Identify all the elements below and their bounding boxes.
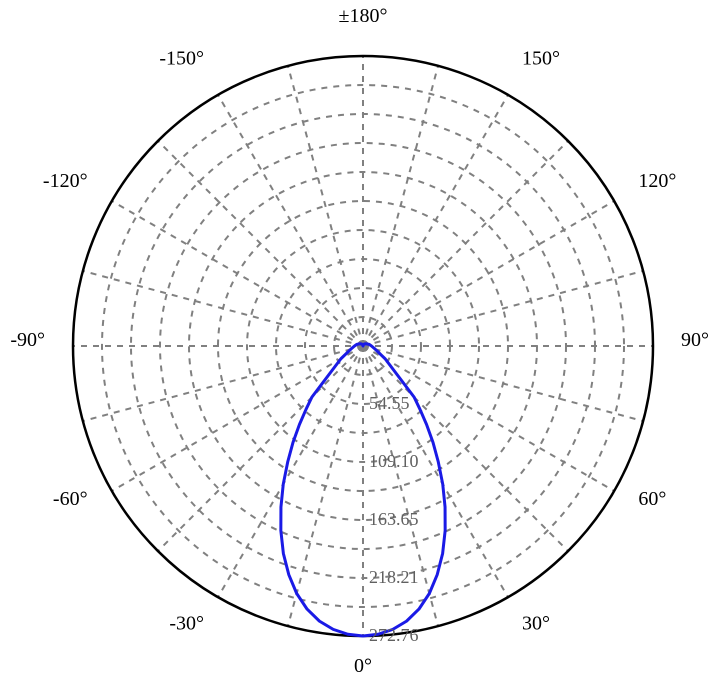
ring-value-label: 109.10: [369, 451, 419, 471]
angle-tick-label: 90°: [681, 329, 709, 351]
grid-spoke: [288, 346, 363, 626]
polar-chart: 0° 30° 60° 90° 120° 150° ±180° -150° -120° -90° -6…: [0, 0, 726, 693]
grid-spoke: [83, 271, 363, 346]
grid-spoke: [112, 346, 363, 491]
angle-tick-label: -150°: [159, 48, 204, 70]
ring-value-label: 163.65: [369, 509, 419, 529]
angle-tick-label: 120°: [638, 170, 676, 192]
angle-tick-label: -90°: [10, 329, 45, 351]
grid-spoke: [218, 346, 363, 597]
angle-tick-label: -60°: [53, 488, 88, 510]
angle-tick-label: -120°: [43, 170, 88, 192]
angle-tick-label: 60°: [638, 488, 666, 510]
grid-spoke: [363, 95, 508, 346]
grid-spoke: [363, 346, 508, 597]
grid-spoke: [363, 66, 438, 346]
ring-value-label: 54.55: [369, 393, 410, 413]
grid-spoke: [363, 271, 643, 346]
angle-tick-label: 30°: [522, 612, 550, 634]
grid-spoke: [112, 201, 363, 346]
ring-value-label: 218.21: [369, 567, 419, 587]
ring-value-label: 272.76: [369, 625, 419, 645]
angle-tick-label: 0°: [354, 655, 372, 677]
grid-spoke: [288, 66, 363, 346]
angle-tick-label: -30°: [169, 612, 204, 634]
grid-spoke: [218, 95, 363, 346]
angle-tick-label: ±180°: [339, 5, 388, 27]
grid-spoke: [363, 201, 614, 346]
angle-tick-label: 150°: [522, 48, 560, 70]
